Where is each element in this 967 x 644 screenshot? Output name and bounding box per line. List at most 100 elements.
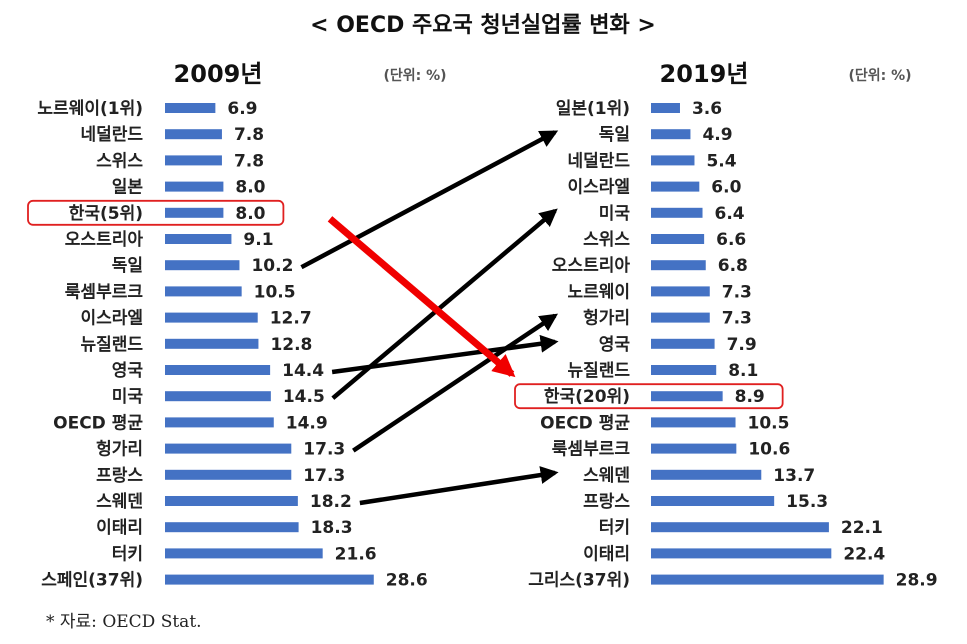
category-label: 일본	[112, 178, 144, 198]
bar-2009	[165, 391, 271, 402]
value-label: 8.0	[235, 178, 265, 198]
category-label: 프랑스	[583, 492, 630, 512]
value-label: 18.2	[310, 492, 352, 512]
value-label: 14.9	[286, 413, 328, 433]
category-label: 뉴질랜드	[80, 334, 143, 355]
category-label: OECD 평균	[540, 413, 630, 433]
arrow-rank-change	[352, 313, 558, 453]
category-label: 오스트리아	[65, 230, 144, 250]
bar-2019	[651, 522, 829, 533]
category-label: 스웨덴	[583, 466, 630, 486]
bar-2019	[651, 469, 762, 480]
value-label: 8.1	[728, 361, 758, 381]
value-label: 7.8	[234, 151, 264, 171]
arrow-rank-change	[300, 130, 559, 270]
value-label: 12.8	[270, 335, 312, 355]
bar-2019	[651, 391, 723, 402]
category-label: 독일	[599, 125, 630, 145]
bar-2009	[165, 548, 323, 559]
category-label: 터키	[599, 518, 630, 538]
category-label: 헝가리	[583, 308, 630, 329]
value-label: 3.6	[692, 99, 722, 119]
category-label: 이스라엘	[80, 309, 143, 329]
value-label: 10.6	[748, 440, 790, 460]
bar-2019	[651, 496, 775, 506]
category-label: 미국	[599, 204, 631, 224]
category-label: 한국(5위)	[69, 204, 143, 224]
chart-title: < OECD 주요국 청년실업률 변화 >	[310, 13, 656, 38]
category-label: 오스트리아	[552, 256, 631, 276]
value-label: 6.9	[227, 99, 257, 119]
unit-label-2019: (단위: %)	[848, 67, 911, 84]
category-label: 독일	[112, 256, 143, 276]
category-label: OECD 평균	[53, 413, 143, 433]
bar-2019	[651, 103, 680, 113]
category-label: 영국	[112, 361, 144, 381]
category-label: 스웨덴	[96, 492, 143, 512]
category-label: 일본(1위)	[556, 99, 630, 119]
value-label: 28.6	[386, 571, 428, 591]
bar-2009	[165, 574, 374, 585]
value-label: 12.7	[270, 309, 312, 329]
value-label: 4.9	[702, 125, 732, 145]
value-label: 22.4	[843, 544, 885, 564]
bar-2009	[165, 417, 274, 428]
bar-2009	[165, 181, 224, 192]
category-label: 프랑스	[96, 466, 143, 486]
bar-2009	[165, 155, 222, 166]
year-label-2019: 2019년	[660, 60, 749, 88]
bar-2009	[165, 234, 232, 244]
unit-label-2009: (단위: %)	[383, 67, 446, 84]
highlight-box-2009	[27, 199, 285, 226]
bar-2019	[651, 181, 700, 192]
bar-2019	[651, 417, 736, 428]
value-label: 6.8	[718, 256, 748, 276]
bar-2009	[165, 129, 222, 140]
value-label: 14.4	[282, 361, 324, 381]
category-label: 뉴질랜드	[567, 360, 630, 381]
bar-2019	[651, 207, 703, 218]
panel-2009: 노르웨이(1위) 6.9 네덜란드 7.8 스위스 7.8 일본 8.0 한국(5위) 8.0 오스…	[27, 99, 428, 591]
bar-2009	[165, 260, 240, 271]
bar-2019	[651, 155, 695, 166]
category-label: 그리스(37위)	[528, 571, 630, 591]
category-label: 네덜란드	[567, 151, 630, 171]
category-label: 터키	[112, 544, 143, 564]
category-label: 이스라엘	[567, 178, 630, 198]
bar-2009	[165, 443, 292, 454]
value-label: 17.3	[303, 440, 345, 460]
category-label: 스위스	[96, 151, 143, 171]
value-label: 6.0	[711, 178, 741, 198]
bar-2009	[165, 312, 258, 323]
value-label: 7.3	[722, 309, 752, 329]
value-label: 17.3	[303, 466, 345, 486]
category-label: 룩셈부르크	[552, 440, 631, 460]
bar-2009	[165, 103, 216, 113]
value-label: 15.3	[786, 492, 828, 512]
value-label: 14.5	[283, 387, 325, 407]
value-label: 28.9	[896, 571, 938, 591]
bar-2019	[651, 312, 710, 323]
value-label: 9.1	[243, 230, 273, 250]
bar-2019	[651, 338, 715, 349]
bar-2019	[651, 260, 706, 271]
bar-2019	[651, 129, 691, 140]
value-label: 6.6	[716, 230, 746, 250]
value-label: 21.6	[335, 544, 377, 564]
value-label: 8.0	[235, 204, 265, 224]
category-label: 스위스	[583, 230, 630, 250]
value-label: 5.4	[706, 151, 736, 171]
bar-2019	[651, 548, 832, 559]
highlight-box-2019	[514, 383, 784, 410]
category-label: 한국(20위)	[544, 387, 630, 407]
value-label: 18.3	[311, 518, 353, 538]
category-label: 룩셈부르크	[65, 282, 144, 302]
value-label: 6.4	[715, 204, 745, 224]
rank-change-arrows	[300, 130, 559, 506]
category-label: 이태리	[583, 544, 630, 564]
category-label: 노르웨이(1위)	[37, 99, 143, 119]
category-label: 헝가리	[96, 439, 143, 460]
bar-2009	[165, 522, 299, 533]
arrow-korea	[327, 216, 516, 378]
bar-2009	[165, 207, 224, 218]
